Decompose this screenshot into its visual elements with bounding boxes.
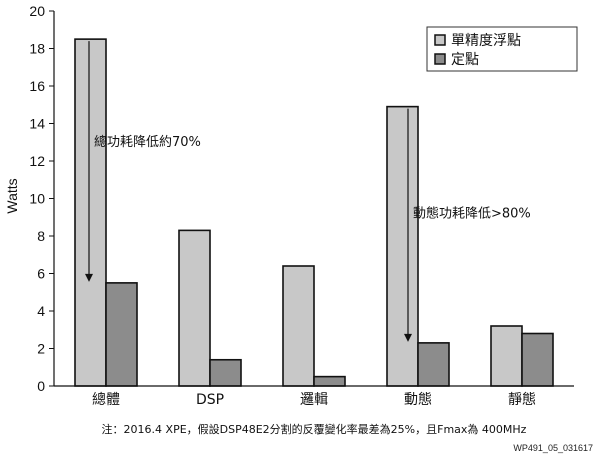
- bars: [74, 38, 554, 387]
- legend-label-series-2: 定點: [451, 52, 479, 68]
- category-label: 邏輯: [300, 392, 328, 408]
- bar-series-2-3: [313, 375, 346, 387]
- y-tick-label: 14: [29, 116, 45, 132]
- y-tick-label: 18: [29, 41, 45, 57]
- category-label: 動態: [404, 392, 432, 408]
- annotation-arrows: 總功耗降低約70% 動態功耗降低>80%: [85, 41, 531, 342]
- bar-series-1-1: [74, 38, 107, 387]
- category-label: DSP: [196, 392, 224, 408]
- category-label: 靜態: [508, 392, 536, 408]
- annotation-label: 總功耗降低約70%: [94, 134, 201, 150]
- bar-series-1-5: [490, 325, 523, 387]
- bar-series-1-3: [282, 265, 315, 387]
- bar-series-1-4: [386, 105, 419, 387]
- y-tick-label: 20: [29, 3, 45, 19]
- legend-swatch-series-2: [434, 53, 446, 65]
- y-axis-label: Watts: [4, 178, 20, 213]
- y-tick-label: 0: [37, 378, 45, 394]
- y-axis-ticks: 0 2 4 6 8 10 12 14 16 18 20: [29, 3, 54, 394]
- category-label: 總體: [92, 391, 120, 408]
- bar-series-2-4: [417, 342, 450, 387]
- annotation-label: 動態功耗降低>80%: [413, 205, 531, 221]
- y-tick-label: 4: [37, 303, 45, 319]
- bar-series-2-1: [105, 282, 138, 387]
- y-tick-label: 2: [37, 341, 45, 357]
- bar-series-2-5: [521, 332, 554, 387]
- legend-swatch-series-1: [434, 34, 446, 46]
- legend: 單精度浮點 定點: [426, 26, 578, 72]
- annotation-arrow-head: [404, 333, 412, 342]
- footnote: 注：2016.4 XPE，假設DSP48E2分割的反覆變化率最差為25%，且Fm…: [101, 423, 527, 436]
- y-tick-label: 12: [29, 153, 45, 169]
- bar-series-2-2: [209, 358, 242, 387]
- annotation-arrow-head: [85, 273, 93, 282]
- bar-series-1-2: [178, 229, 211, 387]
- y-tick-label: 16: [29, 78, 45, 94]
- y-tick-label: 6: [37, 266, 45, 282]
- category-labels: 總體 DSP 邏輯 動態 靜態: [92, 391, 536, 408]
- legend-label-series-1: 單精度浮點: [451, 33, 521, 49]
- y-tick-label: 8: [37, 228, 45, 244]
- y-tick-label: 10: [29, 191, 45, 207]
- figure-id: WP491_05_031617: [513, 443, 593, 453]
